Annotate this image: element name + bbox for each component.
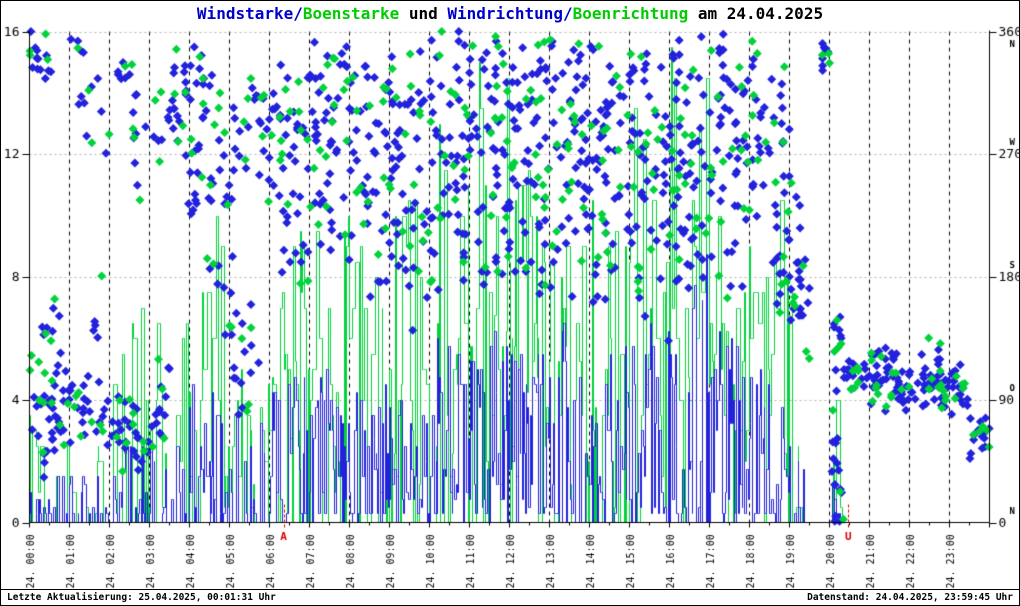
title-segment: und — [399, 4, 448, 23]
status-bar: Letzte Aktualisierung: 25.04.2025, 00:01… — [1, 589, 1019, 605]
last-update-text: Letzte Aktualisierung: 25.04.2025, 00:01… — [7, 592, 276, 603]
title-segment: Boenstarke — [302, 4, 400, 23]
title-segment: Boenrichtung — [572, 4, 689, 23]
title-segment: am 24.04.2025 — [688, 4, 824, 23]
title-segment: Windstarke/ — [196, 4, 303, 23]
chart-title: Windstarke/Boenstarke und Windrichtung/B… — [1, 4, 1019, 23]
title-segment: Windrichtung/ — [447, 4, 573, 23]
data-timestamp-text: Datenstand: 24.04.2025, 23:59:45 Uhr — [807, 592, 1013, 603]
